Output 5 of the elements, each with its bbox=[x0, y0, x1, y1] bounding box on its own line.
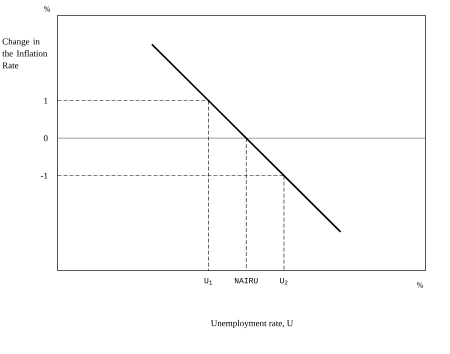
x-axis-title: Unemployment rate, U bbox=[210, 320, 294, 328]
y-tick-label: 0 bbox=[44, 135, 48, 142]
y-axis-title: Change in the Inflation Rate bbox=[2, 38, 48, 68]
y-tick-label: -1 bbox=[40, 172, 48, 179]
y-tick-label: 1 bbox=[44, 98, 48, 104]
